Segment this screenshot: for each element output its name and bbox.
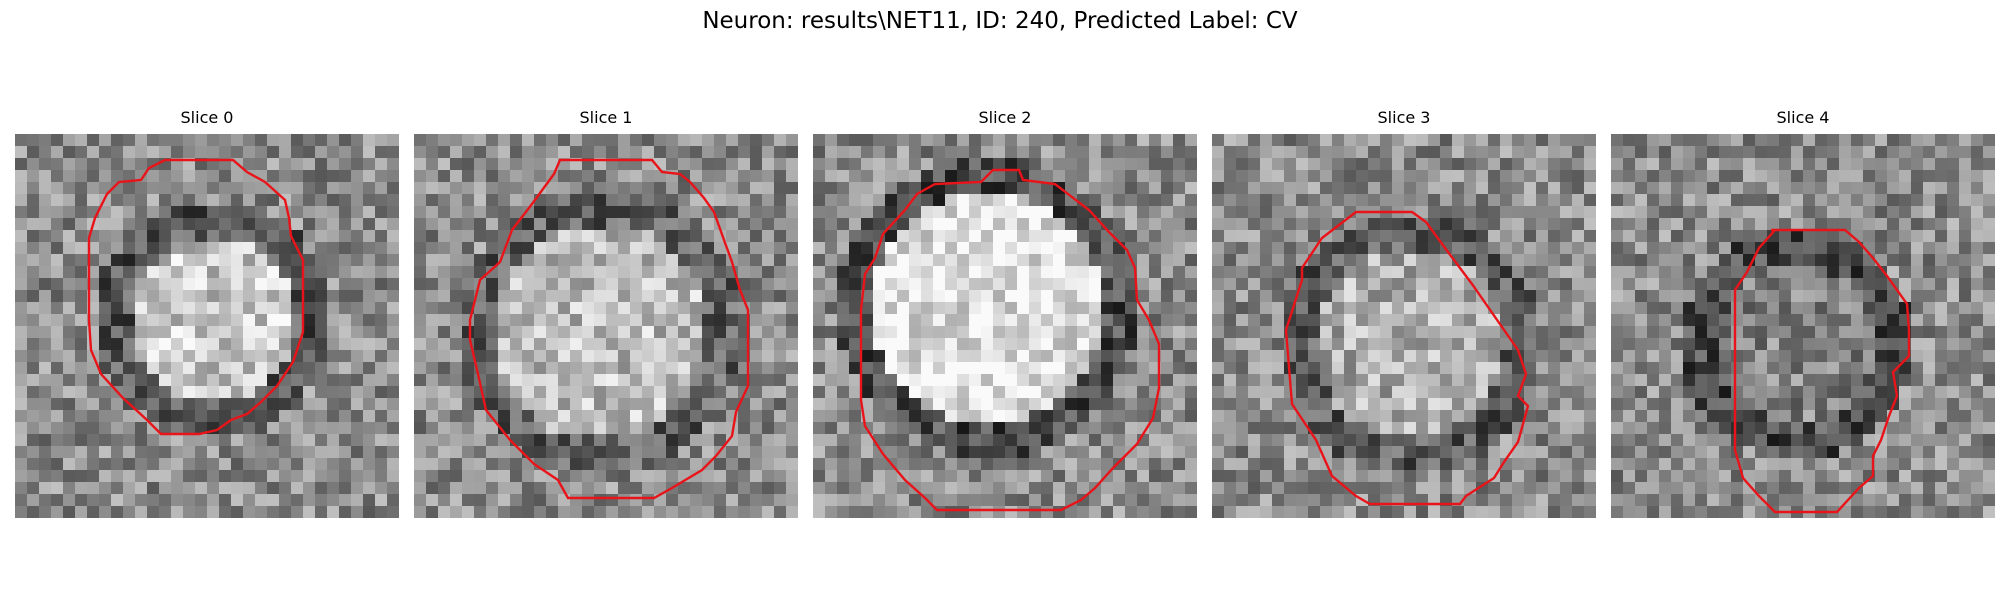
slice-panel-0: Slice 0: [15, 108, 399, 518]
grayscale-pixels: [1611, 134, 1995, 518]
slice-image: [1212, 134, 1596, 518]
grayscale-pixels: [1212, 134, 1596, 518]
contour-outline: [87, 158, 305, 436]
slice-title: Slice 2: [978, 108, 1032, 127]
grayscale-pixels: [813, 134, 1197, 518]
slice-title: Slice 1: [579, 108, 633, 127]
slice-image: [1611, 134, 1995, 518]
slice-panel-2: Slice 2: [813, 108, 1197, 518]
slice-title: Slice 3: [1377, 108, 1431, 127]
contour-outline: [859, 168, 1161, 512]
slice-panel-4: Slice 4: [1611, 108, 1995, 518]
contour-outline: [468, 158, 750, 500]
slice-panel-1: Slice 1: [414, 108, 798, 518]
slice-panel-3: Slice 3: [1212, 108, 1596, 518]
slice-image: [414, 134, 798, 518]
grayscale-pixels: [414, 134, 798, 518]
slice-panels: Slice 0 Slice 1 Slice 2 Slice 3 Slice 4: [15, 108, 1995, 518]
slice-title: Slice 0: [180, 108, 234, 127]
contour-outline: [1284, 210, 1530, 506]
contour-outline: [1733, 228, 1911, 514]
grayscale-pixels: [15, 134, 399, 518]
figure-title: Neuron: results\NET11, ID: 240, Predicte…: [702, 8, 1298, 34]
slice-image: [15, 134, 399, 518]
slice-title: Slice 4: [1776, 108, 1830, 127]
slice-image: [813, 134, 1197, 518]
